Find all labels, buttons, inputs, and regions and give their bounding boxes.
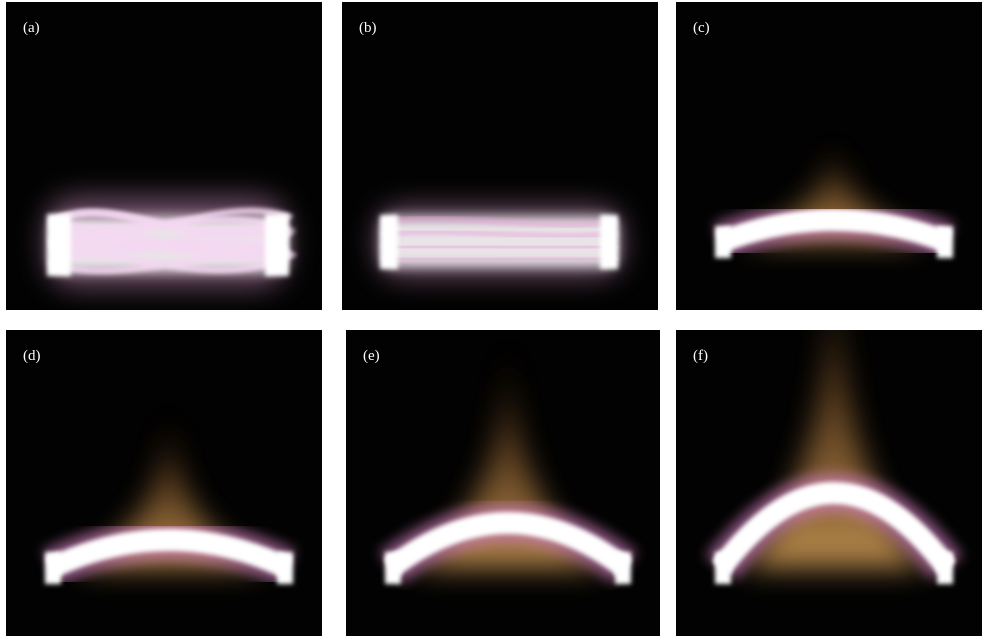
electrode-right bbox=[615, 552, 631, 584]
photo-panel: (c) bbox=[676, 2, 982, 310]
electrode-left bbox=[715, 552, 731, 584]
photo-panel: (e) bbox=[346, 313, 660, 636]
photo-panel: (b) bbox=[342, 2, 658, 310]
electrode-right bbox=[937, 226, 953, 258]
panel-label: (f) bbox=[693, 348, 708, 364]
electrode-right bbox=[277, 552, 293, 584]
plasma bbox=[46, 197, 289, 287]
photo-panel: (d) bbox=[6, 330, 322, 636]
electrode-left bbox=[45, 552, 61, 584]
photo-panel: (a) bbox=[6, 2, 322, 310]
plasma bbox=[377, 207, 622, 277]
electrode-left bbox=[47, 214, 71, 276]
electrode-right bbox=[937, 552, 953, 584]
electrode-left bbox=[385, 552, 401, 584]
panel-label: (a) bbox=[23, 20, 40, 36]
discharge-loop bbox=[382, 246, 617, 247]
panel-label: (e) bbox=[363, 348, 380, 364]
panel-label: (d) bbox=[23, 348, 41, 364]
panel-label: (c) bbox=[693, 20, 710, 36]
electrode-left bbox=[715, 226, 731, 258]
electrode-right bbox=[600, 215, 618, 269]
page: (a)(b)(c)(d)(e)(f) (() => { const data =… bbox=[0, 0, 984, 636]
figure: (a) (b) (c) (d) (e) (f) bbox=[0, 0, 984, 636]
electrode-left bbox=[380, 215, 398, 269]
electrode-right bbox=[265, 214, 289, 276]
panel-background bbox=[676, 2, 982, 310]
panel-label: (b) bbox=[359, 20, 377, 36]
discharge-loop bbox=[382, 258, 617, 259]
